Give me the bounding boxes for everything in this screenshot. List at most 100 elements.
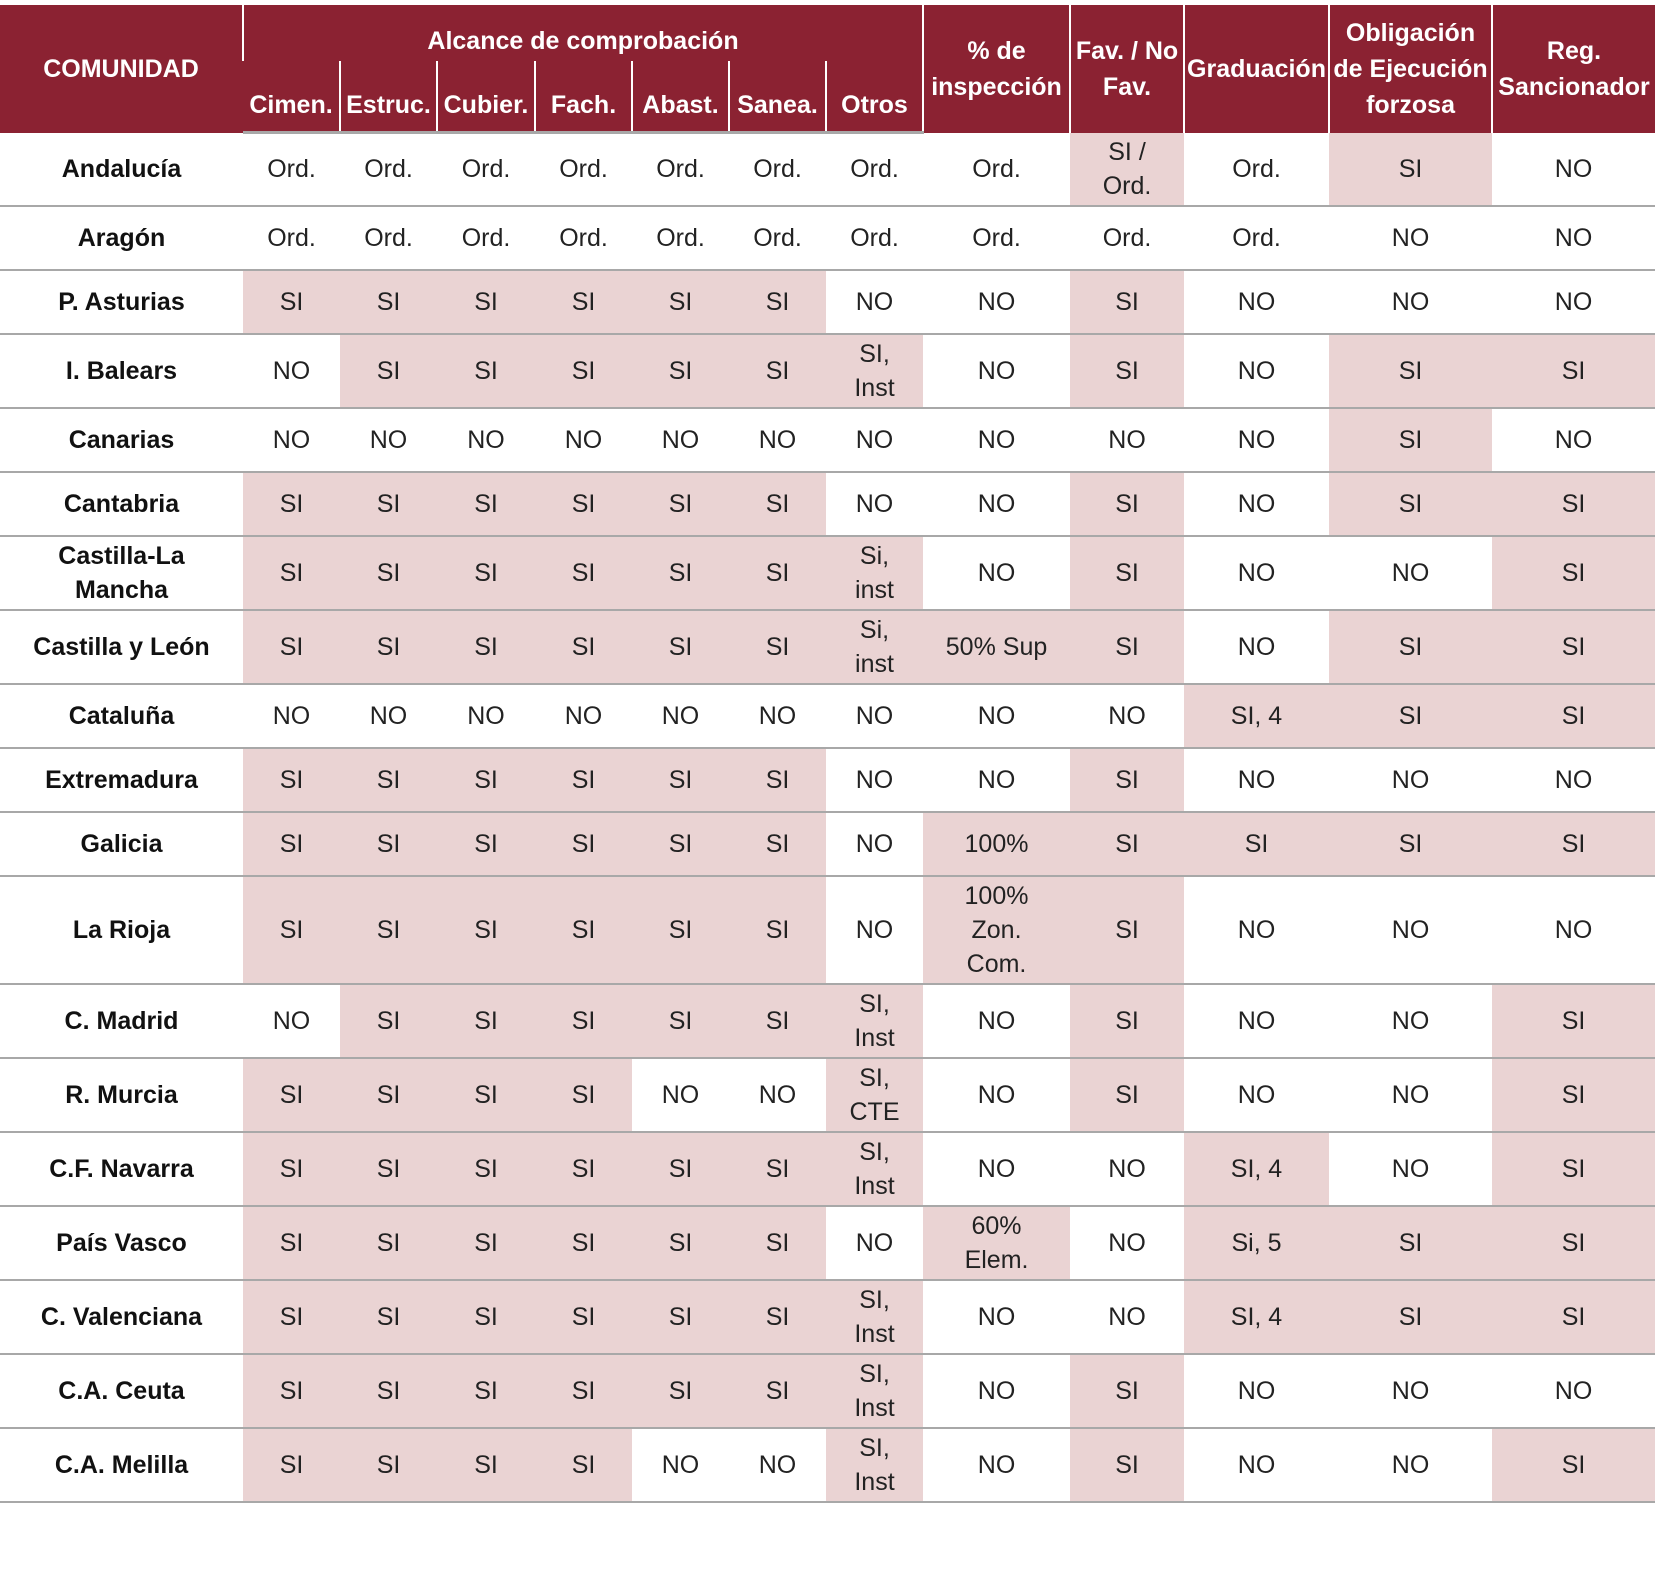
cell: SI <box>1329 333 1493 409</box>
cell: SI <box>1070 471 1185 537</box>
cell: SI <box>437 269 535 335</box>
cell: NO <box>1070 683 1185 749</box>
cell: NO <box>923 1353 1071 1429</box>
comparison-table: COMUNIDAD Alcance de comprobación% de ins… <box>0 5 1655 1503</box>
cell: NO <box>1329 535 1493 611</box>
cell: SI <box>535 1205 632 1281</box>
cell: SI <box>729 1279 826 1355</box>
cell: SI <box>437 875 535 985</box>
cell: NO <box>826 811 924 877</box>
cell: SI <box>1070 1427 1185 1503</box>
table-row: La Rioja SI SI SI SI SI SI NO 100% Zon. Com. SI NO… <box>0 875 1655 985</box>
row-header: Castilla y León <box>0 609 243 685</box>
cell: SI <box>437 535 535 611</box>
cell: SI <box>437 471 535 537</box>
table-row: Canarias NO NO NO NO NO NO NO NO NO NO SI NO <box>0 407 1655 473</box>
cell: NO <box>340 683 437 749</box>
cell: Ord. <box>923 205 1071 271</box>
table-row: R. Murcia SI SI SI SI NO NO SI, CTE NO SI NO NO SI <box>0 1057 1655 1133</box>
cell: NO <box>1184 535 1330 611</box>
cell: NO <box>535 407 632 473</box>
cell: SI <box>632 875 729 985</box>
row-header: Aragón <box>0 205 243 271</box>
cell: Ord. <box>437 132 535 207</box>
cell: SI <box>632 535 729 611</box>
cell: SI <box>340 747 437 813</box>
cell: NO <box>923 333 1071 409</box>
cell: SI <box>437 983 535 1059</box>
cell: SI, Inst <box>826 983 924 1059</box>
cell: SI <box>1492 683 1655 749</box>
group-header: Alcance de comprobación <box>241 5 924 61</box>
table-row: Extremadura SI SI SI SI SI SI NO NO SI NO NO NO <box>0 747 1655 813</box>
cell: NO <box>632 683 729 749</box>
cell: SI <box>632 811 729 877</box>
row-header: C.A. Ceuta <box>0 1353 243 1429</box>
cell: SI <box>535 1353 632 1429</box>
cell: SI <box>729 811 826 877</box>
cell: Ord. <box>826 205 924 271</box>
cell: SI <box>340 333 437 409</box>
cell: NO <box>1184 1057 1330 1133</box>
cell: Si, inst <box>826 609 924 685</box>
table-row: Castilla y León SI SI SI SI SI SI Si, inst 50% S… <box>0 609 1655 685</box>
cell: SI <box>1492 811 1655 877</box>
table-row: Cataluña NO NO NO NO NO NO NO NO NO SI, 4 SI SI <box>0 683 1655 749</box>
cell: NO <box>923 1057 1071 1133</box>
column-header: Graduación <box>1183 5 1330 133</box>
row-header: Andalucía <box>0 132 243 207</box>
cell: Ord. <box>535 205 632 271</box>
row-header: R. Murcia <box>0 1057 243 1133</box>
cell: SI <box>729 1131 826 1207</box>
cell: SI <box>437 1279 535 1355</box>
table-row: C.F. Navarra SI SI SI SI SI SI SI, Inst NO NO SI, … <box>0 1131 1655 1207</box>
cell: NO <box>1184 875 1330 985</box>
cell: SI, 4 <box>1184 683 1330 749</box>
cell: NO <box>923 407 1071 473</box>
cell: SI <box>535 1279 632 1355</box>
cell: Ord. <box>1070 205 1185 271</box>
cell: SI <box>1070 333 1185 409</box>
cell: Si, inst <box>826 535 924 611</box>
cell: SI <box>632 1205 729 1281</box>
cell: NO <box>826 269 924 335</box>
cell: SI, CTE <box>826 1057 924 1133</box>
cell: NO <box>1329 875 1493 985</box>
cell: Si, 5 <box>1184 1205 1330 1281</box>
cell: Ord. <box>632 132 729 207</box>
header-row: Cimen. Estruc. Cubier. Fach. Abast. Sanea. Otr… <box>0 61 1655 134</box>
cell: SI <box>340 1057 437 1133</box>
cell: NO <box>826 747 924 813</box>
row-header: La Rioja <box>0 875 243 985</box>
cell: NO <box>1492 269 1655 335</box>
row-header: C.F. Navarra <box>0 1131 243 1207</box>
header-row: COMUNIDAD Alcance de comprobación% de ins… <box>0 5 1655 133</box>
cell: SI <box>1492 1131 1655 1207</box>
cell: SI <box>1329 683 1493 749</box>
cell: NO <box>1492 1353 1655 1429</box>
cell: SI <box>1070 983 1185 1059</box>
cell: SI <box>729 333 826 409</box>
cell: NO <box>243 683 340 749</box>
cell: NO <box>1492 875 1655 985</box>
cell: NO <box>632 407 729 473</box>
subcolumn-header: Abast. <box>631 61 729 134</box>
cell: Ord. <box>243 205 340 271</box>
cell: NO <box>1329 747 1493 813</box>
table-row: C.A. Ceuta SI SI SI SI SI SI SI, Inst NO SI NO NO NO <box>0 1353 1655 1429</box>
cell: SI <box>535 747 632 813</box>
cell: SI <box>243 535 340 611</box>
cell: SI <box>535 875 632 985</box>
cell: NO <box>826 407 924 473</box>
cell: 50% Sup <box>923 609 1071 685</box>
table-row: Castilla-La Mancha SI SI SI SI SI SI Si, inst NO… <box>0 535 1655 611</box>
column-header: COMUNIDAD <box>0 5 243 133</box>
cell: NO <box>1184 407 1330 473</box>
row-header: Castilla-La Mancha <box>0 535 243 611</box>
cell: NO <box>243 333 340 409</box>
cell: SI <box>535 1131 632 1207</box>
cell: Ord. <box>632 205 729 271</box>
cell: SI <box>1492 1427 1655 1503</box>
cell: SI <box>1329 407 1493 473</box>
cell: SI <box>632 609 729 685</box>
